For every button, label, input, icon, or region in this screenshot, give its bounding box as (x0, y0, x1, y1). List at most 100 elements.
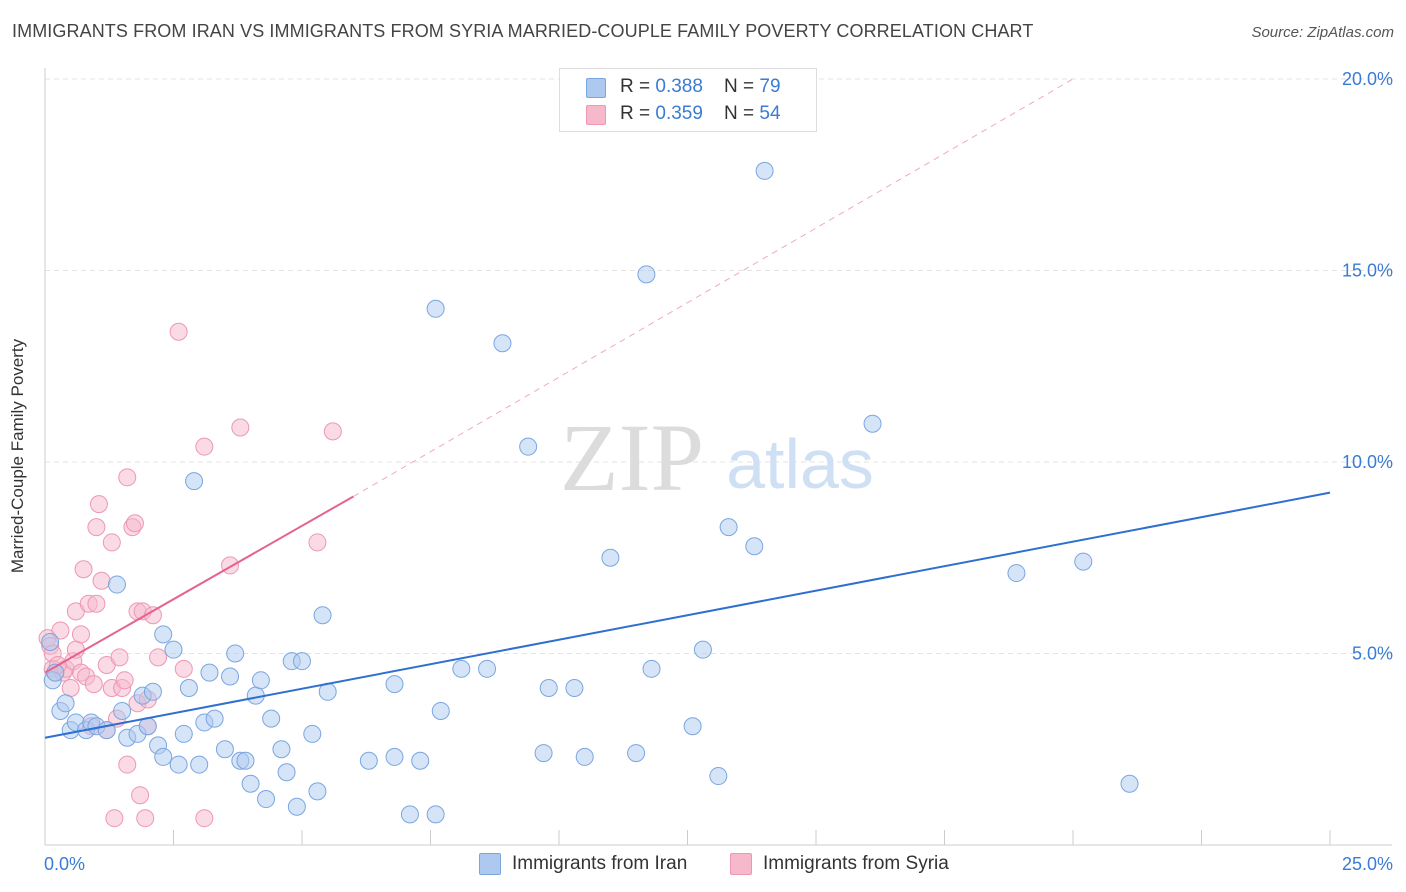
iran-point-49 (385, 675, 404, 694)
iran-point-66 (637, 265, 656, 284)
iran-point-18 (154, 747, 173, 766)
series-iran-points (41, 161, 1139, 824)
legend-iran-r-value: 0.388 (655, 76, 703, 97)
legend-iran-n-value: 79 (759, 76, 781, 97)
syria-point-43 (149, 648, 168, 667)
syria-point-50 (308, 533, 327, 552)
syria-point-20 (89, 495, 108, 514)
iran-point-58 (493, 334, 512, 353)
iran-point-73 (755, 161, 774, 180)
iran-point-67 (642, 659, 661, 678)
iran-point-53 (426, 805, 445, 824)
iran-point-59 (519, 437, 538, 456)
iran-point-28 (205, 709, 224, 728)
series-syria-points (38, 322, 342, 828)
syria-point-28 (110, 648, 129, 667)
iran-point-69 (693, 640, 712, 659)
iran-point-71 (719, 518, 738, 537)
iran-point-61 (539, 678, 558, 697)
tick-labels: 5.0% 10.0% 15.0% 20.0% 0.0% 25.0% (44, 69, 1393, 874)
iran-point-72 (745, 537, 764, 556)
syria-point-46 (195, 437, 214, 456)
syria-point-49 (231, 418, 250, 437)
iran-point-55 (431, 701, 450, 720)
trend-lines (44, 78, 1331, 739)
legend-syria-n-value: 54 (759, 103, 781, 124)
iran-point-64 (601, 548, 620, 567)
bottom-legend-swatch-syria (730, 853, 752, 875)
syria-point-44 (169, 322, 188, 341)
syria-point-19 (87, 594, 106, 613)
iran-point-15 (138, 717, 157, 736)
iran-point-48 (359, 751, 378, 770)
watermark: ZIP atlas (560, 404, 874, 511)
syria-point-7 (61, 678, 80, 697)
gridlines (45, 78, 1392, 654)
syria-trend-line (44, 495, 354, 674)
watermark-atlas: atlas (726, 425, 874, 503)
syria-point-13 (74, 560, 93, 579)
syria-point-25 (102, 533, 121, 552)
legend-iran-r-label: R = (620, 76, 656, 97)
iran-point-0 (41, 633, 60, 652)
legend-syria-r-label: R = (620, 103, 656, 124)
y-tick-label-5: 5.0% (1352, 644, 1393, 664)
iran-point-21 (169, 755, 188, 774)
syria-point-51 (323, 422, 342, 441)
iran-point-16 (143, 682, 162, 701)
iran-point-42 (287, 797, 306, 816)
iran-point-76 (1074, 552, 1093, 571)
bottom-legend-swatch-iran (479, 853, 501, 875)
iran-point-25 (190, 755, 209, 774)
syria-point-47 (195, 809, 214, 828)
syria-point-37 (131, 786, 150, 805)
iran-point-20 (164, 640, 183, 659)
bottom-legend-label-syria: Immigrants from Syria (763, 853, 949, 874)
legend-syria-n-label: N = (724, 103, 760, 124)
axes (44, 68, 1392, 846)
iran-point-63 (575, 747, 594, 766)
legend-iran-n-label: N = (724, 76, 760, 97)
iran-point-46 (313, 606, 332, 625)
syria-point-17 (84, 675, 103, 694)
iran-point-38 (262, 709, 281, 728)
watermark-zip: ZIP (560, 404, 704, 511)
iran-point-74 (863, 414, 882, 433)
y-tick-label-10: 10.0% (1342, 452, 1393, 472)
iran-point-33 (236, 751, 255, 770)
iran-point-31 (226, 644, 245, 663)
iran-point-50 (385, 747, 404, 766)
iran-point-54 (426, 299, 445, 318)
iran-point-43 (293, 652, 311, 671)
iran-point-22 (174, 724, 193, 743)
x-tick-label-max: 25.0% (1342, 854, 1393, 874)
iran-point-34 (241, 774, 260, 793)
legend-syria-r-value: 0.359 (655, 103, 703, 124)
syria-point-32 (118, 468, 137, 487)
x-tick-label-min: 0.0% (44, 854, 85, 874)
bottom-legend-iran[interactable]: Immigrants from Iran (479, 852, 687, 876)
y-tick-label-20: 20.0% (1342, 69, 1393, 89)
syria-point-31 (118, 755, 137, 774)
iran-point-45 (308, 782, 327, 801)
iran-point-51 (400, 805, 419, 824)
syria-point-26 (105, 809, 124, 828)
syria-point-21 (92, 571, 111, 590)
iran-point-75 (1007, 564, 1026, 583)
iran-point-30 (221, 667, 240, 686)
iran-point-70 (709, 767, 728, 786)
iran-point-10 (107, 575, 126, 594)
iran-point-44 (303, 724, 322, 743)
syria-point-34 (125, 514, 144, 533)
iran-point-27 (200, 663, 219, 682)
iran-point-77 (1120, 774, 1139, 793)
iran-point-40 (277, 763, 296, 782)
bottom-legend-syria[interactable]: Immigrants from Syria (730, 852, 949, 876)
y-axis-label: Married-Couple Family Poverty (8, 338, 27, 574)
syria-point-11 (71, 625, 90, 644)
syria-point-39 (136, 809, 155, 828)
y-tick-label-15: 15.0% (1342, 261, 1393, 281)
legend-swatch-iran (586, 78, 606, 98)
iran-point-3 (56, 694, 75, 713)
